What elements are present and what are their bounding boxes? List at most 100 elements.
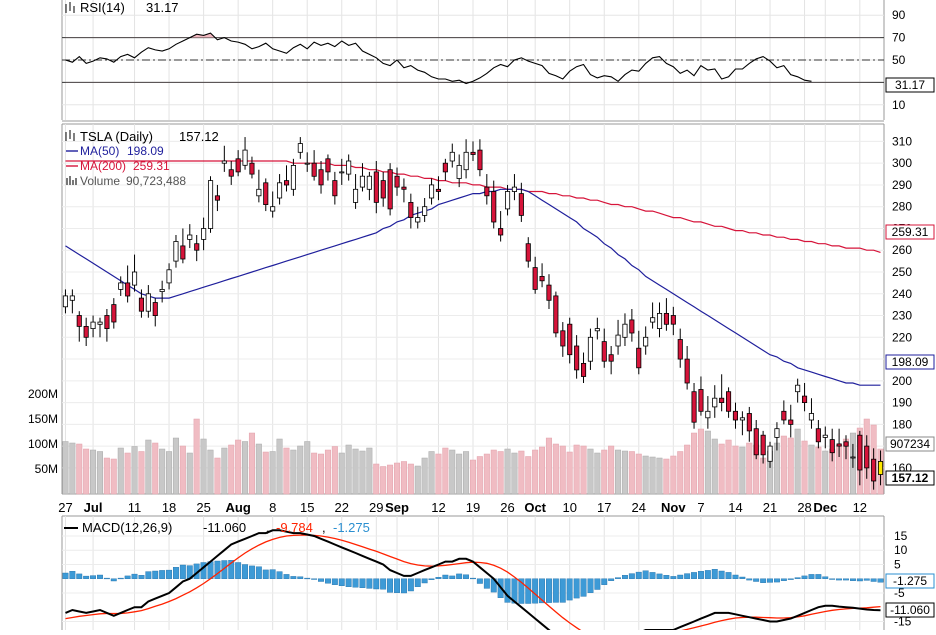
price-candle xyxy=(283,165,290,192)
price-candle xyxy=(138,289,145,318)
x-axis-label: 8 xyxy=(269,500,276,515)
macd-legend: MACD(12,26,9) -11.060 , -9.784 , -1.275 xyxy=(64,520,370,535)
price-candle xyxy=(705,396,711,429)
x-axis-label: 29 xyxy=(369,500,383,515)
candle-body xyxy=(553,295,559,334)
candle-body xyxy=(663,312,669,325)
volume-bar xyxy=(476,456,483,495)
price-y-tick-label: 190 xyxy=(892,396,912,410)
candle-body xyxy=(125,282,131,297)
volume-bar xyxy=(228,444,235,495)
candle-body xyxy=(629,319,635,334)
price-last-value: 157.12 xyxy=(892,471,929,485)
macd-histogram-bar xyxy=(325,578,331,584)
macd-histogram-bar xyxy=(235,562,242,579)
price-candle xyxy=(463,139,469,179)
macd-histogram-bar xyxy=(539,578,545,604)
volume-legend-icon xyxy=(66,176,77,185)
candle-body xyxy=(304,162,310,165)
x-axis-label: 27 xyxy=(58,500,72,515)
price-candle xyxy=(746,406,752,442)
macd-histogram-bar xyxy=(110,578,117,582)
volume-bar xyxy=(186,452,193,495)
volume-bar xyxy=(269,451,276,495)
price-candle xyxy=(864,435,870,479)
price-title: TSLA (Daily) xyxy=(80,129,153,144)
macd-histogram-bar xyxy=(442,574,449,579)
macd-y-tick-label: -15 xyxy=(894,614,912,628)
price-candle xyxy=(836,428,842,457)
rsi-legend-value: 31.17 xyxy=(146,0,179,15)
volume-bar xyxy=(525,456,532,495)
candle-body xyxy=(449,151,455,162)
macd-histogram-bar xyxy=(276,571,283,579)
candle-body xyxy=(276,182,283,199)
candle-body xyxy=(525,243,531,262)
volume-bar xyxy=(449,449,456,495)
x-axis-label: 10 xyxy=(562,500,576,515)
macd-histogram-bar xyxy=(642,570,649,579)
volume-bar xyxy=(387,464,394,495)
volume-bar xyxy=(697,428,704,495)
macd-histogram-bar xyxy=(456,573,463,579)
volume-bar xyxy=(504,448,511,495)
x-axis-label: Jul xyxy=(84,500,103,515)
price-candle xyxy=(670,306,676,336)
macd-histogram-bar xyxy=(746,578,753,581)
volume-last-tag: 907234 xyxy=(885,436,935,452)
candle-body xyxy=(221,160,227,164)
price-candle xyxy=(249,156,255,179)
volume-bar xyxy=(124,452,131,495)
volume-bar xyxy=(518,450,525,495)
price-candle xyxy=(850,443,856,468)
macd-histogram-bar xyxy=(394,578,400,593)
volume-bar xyxy=(428,451,435,495)
price-candle xyxy=(546,274,552,309)
ma200-last-tag: 259.31 xyxy=(885,224,935,240)
macd-histogram-bar xyxy=(552,578,559,603)
macd-histogram-bar xyxy=(96,574,103,579)
macd-histogram-bar xyxy=(815,574,822,579)
candle-body xyxy=(235,158,241,173)
price-candle xyxy=(346,154,352,181)
x-axis-label: 19 xyxy=(466,500,480,515)
x-axis-label: 26 xyxy=(500,500,514,515)
macd-histogram-bar xyxy=(373,578,380,590)
price-candle xyxy=(435,176,441,201)
candle-body xyxy=(657,312,663,329)
volume-bar xyxy=(670,455,677,495)
candle-body xyxy=(732,410,738,421)
macd-y-tick-label: 5 xyxy=(894,557,901,571)
ma50-legend-label: MA(50) xyxy=(80,144,119,158)
macd-histogram-bar xyxy=(152,570,159,579)
price-candle xyxy=(408,193,414,229)
volume-bar xyxy=(110,458,117,495)
volume-bar xyxy=(615,449,622,495)
price-candle xyxy=(615,319,621,355)
price-candle xyxy=(470,141,476,161)
volume-bar xyxy=(373,463,380,495)
price-candle xyxy=(69,289,75,314)
volume-bar xyxy=(172,437,179,495)
macd-histogram-bar xyxy=(145,571,152,579)
volume-bar xyxy=(691,432,698,495)
price-candle xyxy=(159,280,165,303)
price-candle xyxy=(560,322,566,357)
volume-bar xyxy=(90,449,97,495)
candle-body xyxy=(118,282,124,290)
macd-histogram-bar xyxy=(131,573,138,579)
macd-histogram-bar xyxy=(228,560,235,579)
candle-body xyxy=(408,201,414,218)
candle-body xyxy=(180,245,186,260)
price-candle xyxy=(256,169,262,203)
candle-body xyxy=(297,143,303,153)
volume-bar xyxy=(283,447,290,495)
price-candle xyxy=(498,211,504,242)
macd-histogram-bar xyxy=(345,578,352,587)
macd-last-tag: -11.060 xyxy=(885,602,935,618)
candle-body xyxy=(263,182,269,206)
macd-histogram-bar xyxy=(525,578,532,604)
macd-histogram-bar xyxy=(359,578,366,589)
price-candle xyxy=(83,317,89,346)
price-candle xyxy=(442,158,448,181)
